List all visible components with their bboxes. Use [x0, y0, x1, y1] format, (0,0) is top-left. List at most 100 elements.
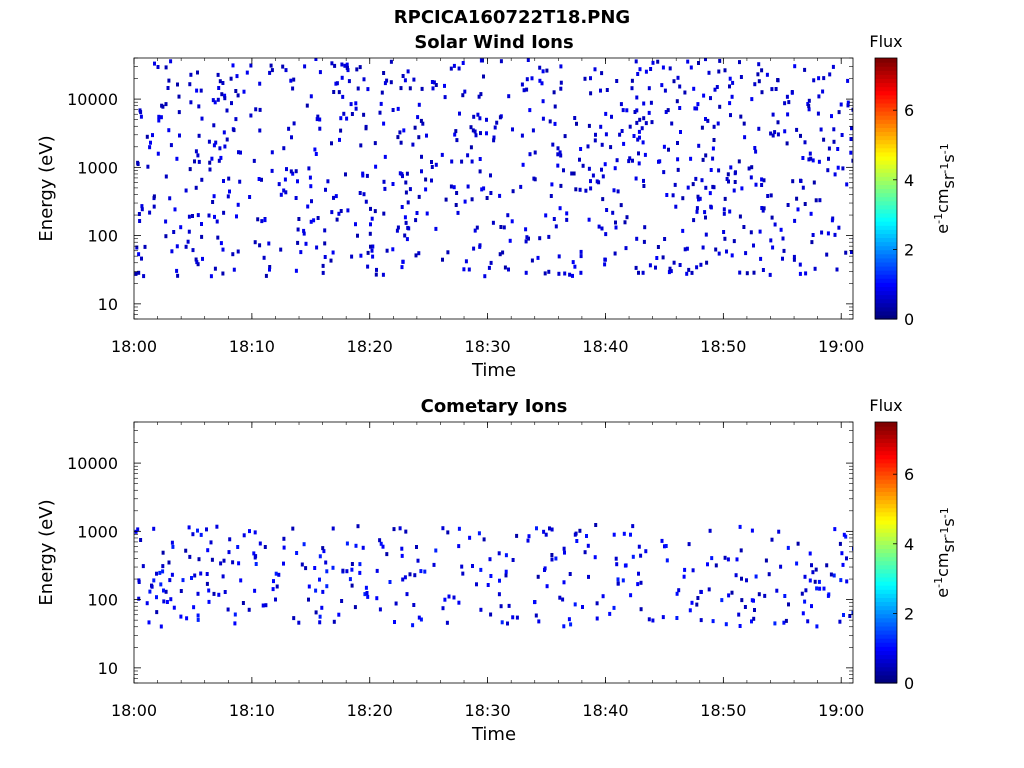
flux-pixel — [538, 236, 542, 241]
flux-pixel — [196, 262, 200, 267]
flux-pixel — [701, 245, 705, 250]
flux-pixel — [591, 173, 595, 178]
flux-pixel — [589, 186, 593, 191]
flux-pixel — [324, 560, 328, 565]
flux-pixel — [543, 271, 547, 276]
flux-pixel — [291, 526, 295, 531]
flux-pixel — [849, 150, 853, 155]
flux-pixel — [642, 239, 646, 244]
flux-pixel — [434, 548, 438, 553]
flux-pixel — [647, 86, 651, 91]
flux-pixel — [825, 563, 829, 568]
y-axis-label: Energy (eV) — [36, 499, 57, 605]
flux-pixel — [304, 566, 308, 571]
flux-pixel — [195, 88, 199, 93]
flux-pixel — [316, 114, 320, 119]
flux-pixel — [730, 590, 734, 595]
flux-pixel — [212, 123, 216, 128]
flux-pixel — [220, 92, 224, 97]
flux-pixel — [463, 89, 467, 94]
x-tick-label: 18:00 — [111, 701, 157, 720]
flux-pixel — [135, 245, 139, 250]
flux-pixel — [464, 259, 468, 264]
flux-pixel — [362, 112, 366, 117]
flux-pixel — [489, 260, 493, 265]
flux-pixel — [587, 123, 591, 128]
flux-pixel — [738, 524, 742, 529]
flux-pixel — [469, 125, 473, 130]
flux-pixel — [461, 571, 465, 576]
flux-pixel — [499, 59, 503, 64]
flux-pixel — [672, 260, 676, 265]
flux-pixel — [638, 135, 641, 140]
flux-pixel — [226, 194, 230, 199]
flux-pixel — [812, 78, 816, 83]
flux-pixel — [354, 543, 358, 548]
flux-pixel — [601, 197, 605, 202]
flux-pixel — [364, 199, 368, 204]
flux-pixel — [695, 602, 699, 607]
flux-pixel — [282, 561, 285, 566]
flux-pixel — [391, 182, 395, 186]
flux-pixel — [605, 88, 609, 92]
flux-pixel — [696, 194, 700, 199]
flux-pixel — [489, 612, 493, 617]
flux-pixel — [403, 215, 407, 220]
flux-pixel — [830, 218, 834, 223]
flux-pixel — [156, 151, 160, 156]
flux-pixel — [541, 69, 545, 74]
flux-pixel — [160, 103, 164, 108]
flux-pixel — [569, 622, 573, 627]
flux-pixel — [689, 65, 693, 70]
flux-pixel — [321, 589, 325, 594]
flux-pixel — [325, 584, 329, 589]
flux-pixel — [412, 603, 416, 607]
flux-pixel — [722, 207, 726, 212]
flux-pixel — [728, 84, 731, 89]
flux-pixel — [395, 228, 399, 233]
flux-pixel — [833, 172, 837, 177]
flux-pixel — [568, 272, 572, 277]
flux-pixel — [544, 532, 548, 537]
flux-pixel — [706, 118, 710, 123]
flux-pixel — [722, 230, 726, 234]
flux-pixel — [807, 98, 811, 103]
flux-pixel — [711, 619, 715, 624]
flux-pixel — [624, 246, 628, 251]
flux-pixel — [222, 210, 226, 215]
flux-pixel — [850, 126, 853, 131]
flux-pixel — [279, 247, 283, 252]
flux-pixel — [563, 134, 567, 139]
flux-pixel — [738, 270, 742, 275]
flux-pixel — [575, 539, 579, 543]
x-tick-label: 18:50 — [700, 337, 746, 356]
flux-pixel — [314, 588, 318, 593]
flux-pixel — [208, 160, 212, 165]
flux-pixel — [821, 89, 825, 94]
flux-pixel — [651, 60, 655, 65]
flux-pixel — [295, 551, 299, 555]
flux-pixel — [269, 63, 273, 68]
flux-pixel — [404, 529, 408, 534]
flux-pixel — [729, 165, 733, 170]
flux-pixel — [720, 598, 724, 603]
flux-pixel — [391, 108, 395, 112]
flux-pixel — [729, 113, 732, 118]
x-tick-label: 18:30 — [465, 337, 511, 356]
flux-pixel — [147, 620, 151, 625]
flux-pixel — [318, 620, 322, 625]
flux-pixel — [249, 63, 253, 68]
flux-pixel — [296, 227, 300, 232]
flux-pixel — [548, 119, 552, 124]
flux-pixel — [573, 264, 577, 269]
flux-pixel — [637, 544, 641, 549]
flux-pixel — [170, 249, 174, 254]
flux-pixel — [814, 567, 818, 572]
flux-pixel — [614, 220, 617, 225]
flux-pixel — [449, 66, 453, 71]
flux-pixel — [635, 236, 639, 241]
flux-pixel — [152, 578, 156, 583]
flux-pixel — [845, 556, 848, 561]
flux-pixel — [508, 238, 512, 243]
flux-pixel — [236, 249, 240, 254]
